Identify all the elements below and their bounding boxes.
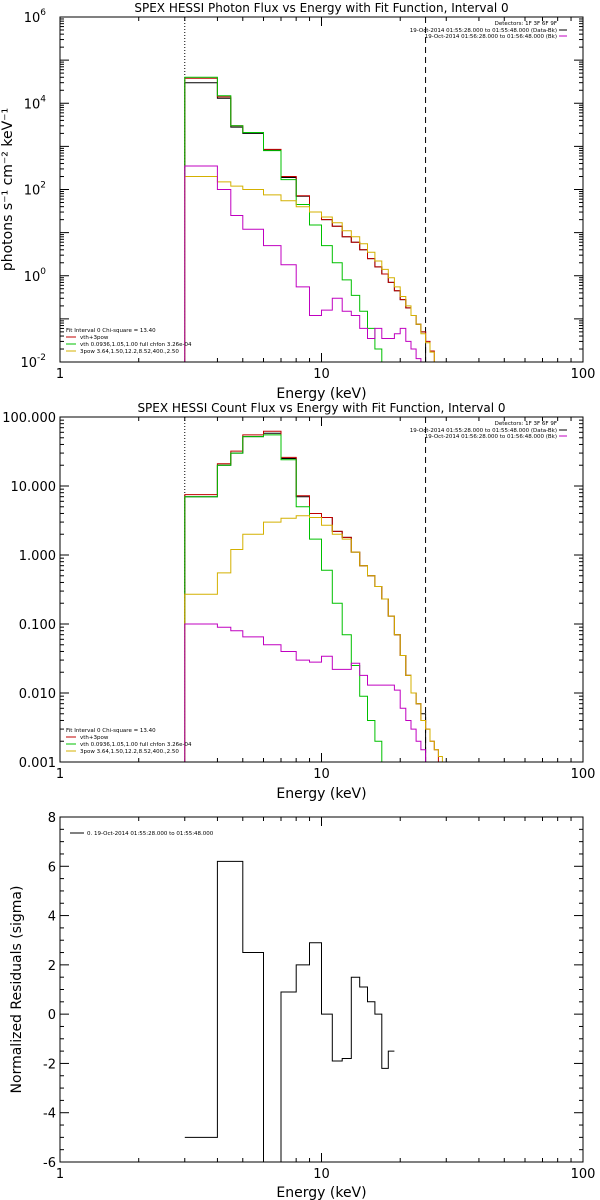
x-tick-label: 1 <box>56 367 64 382</box>
x-tick-label: 10 <box>313 367 330 382</box>
y-tick-label: 6 <box>48 860 56 875</box>
legend-fit-header: Fit Interval 0 Chi-square = 13.40 <box>66 328 156 334</box>
y-tick-label: 0.001 <box>19 756 56 771</box>
legend-residual-entry: 0. 19-Oct-2014 01:55:28.000 to 01:55:48.… <box>87 831 214 837</box>
y-axis-label: Normalized Residuals (sigma) <box>9 886 25 1094</box>
series-line-bk <box>184 165 422 362</box>
y-tick-text: -6 <box>43 1156 56 1171</box>
y-tick-text: 4 <box>48 910 56 925</box>
y-tick-label: 0.010 <box>19 687 56 702</box>
y-tick-label: 1.000 <box>19 549 56 564</box>
chart-title: SPEX HESSI Count Flux vs Energy with Fit… <box>137 401 505 415</box>
y-tick-label: 2 <box>48 959 56 974</box>
legend-fit-entry: 3pow 3.64,1.50,12.2,8.52,400.,2.50 <box>80 749 179 755</box>
x-tick-label: 10 <box>313 767 330 782</box>
y-tick-text: 100.000 <box>2 411 56 426</box>
series-line-data-bk <box>184 82 427 362</box>
y-tick-text: 0.001 <box>19 756 56 771</box>
x-tick-label: 10 <box>313 1167 330 1182</box>
y-tick-label: 10.000 <box>11 480 57 495</box>
y-tick-text: 6 <box>48 860 56 875</box>
residuals-panel: 1 10 100 -6 -4 -2 0 2 4 6 8 Energy (keV) Normalized … <box>9 811 595 1200</box>
y-tick-base: 10 <box>24 184 41 199</box>
y-tick-text: 0 <box>48 1008 56 1023</box>
y-tick-text: 2 <box>48 959 56 974</box>
x-tick-label: 1 <box>56 1167 64 1182</box>
y-tick-label: 4 <box>48 910 56 925</box>
y-tick-label: 106 <box>24 8 47 26</box>
x-tick-label: 100 <box>571 367 596 382</box>
series-line-vth-3pow <box>184 430 439 762</box>
series-line-0-19-oct-2014-01-55-28-000-to-01-55-48-000 <box>184 860 395 1162</box>
series-line-3pow <box>184 176 439 362</box>
y-tick-exponent: 2 <box>40 181 46 191</box>
legend-time-entry: 19-Oct-2014 01:55:28.000 to 01:55:48.000… <box>410 28 557 34</box>
series-line-bk <box>184 623 427 762</box>
plot-frame <box>59 816 584 1163</box>
y-tick-base: 10 <box>24 270 41 285</box>
photon-flux-panel: SPEX HESSI Photon Flux vs Energy with Fi… <box>0 1 595 402</box>
x-axis-label: Energy (keV) <box>276 786 366 802</box>
y-tick-base: 10 <box>20 356 37 371</box>
legend-fit-entry: vth+3pow <box>80 735 109 741</box>
y-tick-exponent: 6 <box>40 8 46 18</box>
y-tick-label: 100 <box>24 267 47 285</box>
legend-detectors: Detectors: 1F 3F 6F 9F <box>495 21 557 27</box>
plot-frame <box>59 416 584 763</box>
x-axis-label: Energy (keV) <box>276 1185 366 1200</box>
y-tick-text: 0.010 <box>19 687 56 702</box>
y-tick-exponent: 0 <box>40 267 46 277</box>
y-tick-text: -4 <box>43 1107 56 1122</box>
x-tick-label: 100 <box>571 767 596 782</box>
legend-time-entry: 19-Oct-2014 01:56:28.000 to 01:56:48.000… <box>425 34 557 40</box>
legend-fit-entry: vth 0.0936,1.05,1.00 full chfon 3.26e-04 <box>80 342 192 348</box>
x-axis-label: Energy (keV) <box>276 386 366 402</box>
x-tick-label: 1 <box>56 767 64 782</box>
legend-fit-entry: 3pow 3.64,1.50,12.2,8.52,400.,2.50 <box>80 349 179 355</box>
y-tick-text: 8 <box>48 811 56 826</box>
chart-title: SPEX HESSI Photon Flux vs Energy with Fi… <box>134 1 508 15</box>
legend-detectors: Detectors: 1F 3F 6F 9F <box>495 421 557 427</box>
legend-fit-entry: vth+3pow <box>80 335 109 341</box>
y-tick-exponent: 4 <box>40 94 46 104</box>
y-tick-base: 10 <box>24 11 41 26</box>
y-tick-label: 8 <box>48 811 56 826</box>
series-line-data-bk <box>184 432 427 762</box>
y-tick-text: 1.000 <box>19 549 56 564</box>
legend-fit-header: Fit Interval 0 Chi-square = 13.40 <box>66 728 156 734</box>
y-tick-label: 0 <box>48 1008 56 1023</box>
y-tick-label: 102 <box>24 181 46 199</box>
series-line-vth <box>184 76 383 362</box>
y-tick-label: -2 <box>43 1057 56 1072</box>
plot-frame <box>59 16 584 363</box>
y-tick-label: -6 <box>43 1156 56 1171</box>
series-line-3pow <box>184 515 447 762</box>
count-flux-panel: SPEX HESSI Count Flux vs Energy with Fit… <box>2 401 595 802</box>
legend-fit-entry: vth 0.0936,1.05,1.00 full chfon 3.26e-04 <box>80 742 192 748</box>
x-tick-label: 100 <box>571 1167 596 1182</box>
y-tick-label: 0.100 <box>19 618 56 633</box>
series-line-vth <box>184 434 383 762</box>
legend-time-entry: 19-Oct-2014 01:55:28.000 to 01:55:48.000… <box>410 428 557 434</box>
y-tick-label: 104 <box>24 94 47 112</box>
y-tick-label: 10-2 <box>20 353 46 371</box>
y-tick-text: 10.000 <box>11 480 57 495</box>
y-tick-text: -2 <box>43 1057 56 1072</box>
y-tick-text: 0.100 <box>19 618 56 633</box>
y-tick-exponent: -2 <box>37 353 46 363</box>
legend-time-entry: 19-Oct-2014 01:56:28.000 to 01:56:48.000… <box>425 434 557 440</box>
y-axis-label: photons s⁻¹ cm⁻² keV⁻¹ <box>0 108 16 271</box>
y-tick-label: 100.000 <box>2 411 56 426</box>
y-tick-base: 10 <box>24 97 41 112</box>
y-tick-label: -4 <box>43 1107 56 1122</box>
